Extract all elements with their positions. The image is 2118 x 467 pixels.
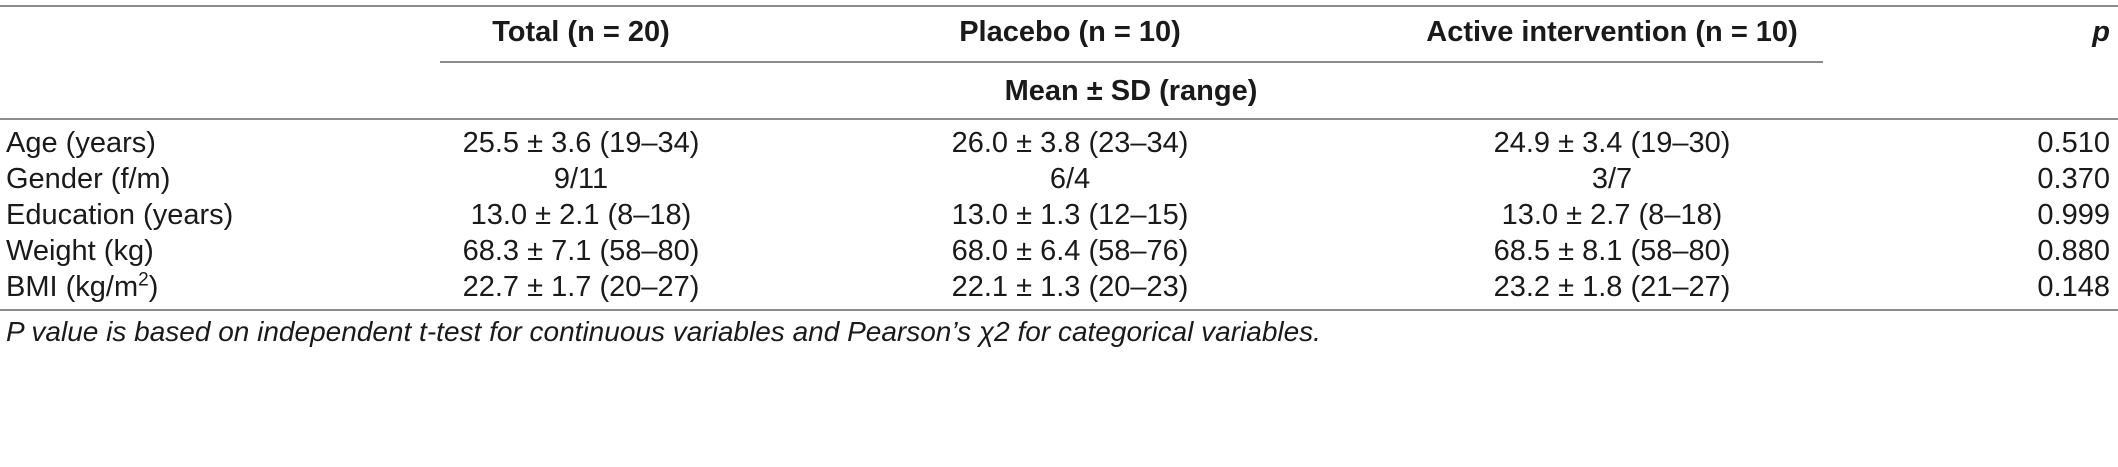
header-active-intervention: Active intervention (n = 10) xyxy=(1426,16,1798,48)
cell-placebo: 22.1 ± 1.3 (20–23) xyxy=(951,271,1189,303)
row-label-superscript: 2 xyxy=(138,269,149,291)
header-p-value: p xyxy=(2092,16,2110,48)
table-footnote: P value is based on independent t-test f… xyxy=(6,316,1321,347)
row-label: Gender (f/m) xyxy=(6,163,171,195)
cell-p-value: 0.370 xyxy=(2037,163,2110,195)
cell-total: 9/11 xyxy=(553,163,609,195)
row-label-text: BMI (kg/m xyxy=(6,271,139,303)
cell-active: 13.0 ± 2.7 (8–18) xyxy=(1501,199,1723,231)
cell-total: 13.0 ± 2.1 (8–18) xyxy=(470,199,692,231)
row-label: Education (years) xyxy=(6,199,234,231)
group-rule xyxy=(440,61,1823,63)
cell-total: 22.7 ± 1.7 (20–27) xyxy=(462,271,700,303)
header-total: Total (n = 20) xyxy=(492,16,670,48)
cell-active: 68.5 ± 8.1 (58–80) xyxy=(1493,235,1731,267)
row-label: BMI (kg/m2) xyxy=(6,270,158,304)
cell-active: 24.9 ± 3.4 (19–30) xyxy=(1493,127,1731,159)
cell-total: 25.5 ± 3.6 (19–34) xyxy=(462,127,700,159)
row-label-close: ) xyxy=(148,271,159,303)
cell-p-value: 0.148 xyxy=(2037,271,2110,303)
row-label: Weight (kg) xyxy=(6,235,154,267)
header-bottom-rule xyxy=(0,118,2118,120)
cell-p-value: 0.999 xyxy=(2037,199,2110,231)
cell-p-value: 0.880 xyxy=(2037,235,2110,267)
cell-placebo: 26.0 ± 3.8 (23–34) xyxy=(951,127,1189,159)
cell-active: 3/7 xyxy=(1591,163,1633,195)
header-placebo: Placebo (n = 10) xyxy=(959,16,1181,48)
cell-active: 23.2 ± 1.8 (21–27) xyxy=(1493,271,1731,303)
top-rule xyxy=(0,5,2118,7)
bottom-rule xyxy=(0,309,2118,311)
cell-placebo: 68.0 ± 6.4 (58–76) xyxy=(951,235,1189,267)
subheader-mean-sd-range: Mean ± SD (range) xyxy=(1004,75,1258,107)
cell-p-value: 0.510 xyxy=(2037,127,2110,159)
cell-placebo: 6/4 xyxy=(1049,163,1091,195)
row-label: Age (years) xyxy=(6,127,156,159)
cell-total: 68.3 ± 7.1 (58–80) xyxy=(462,235,700,267)
cell-placebo: 13.0 ± 1.3 (12–15) xyxy=(951,199,1189,231)
